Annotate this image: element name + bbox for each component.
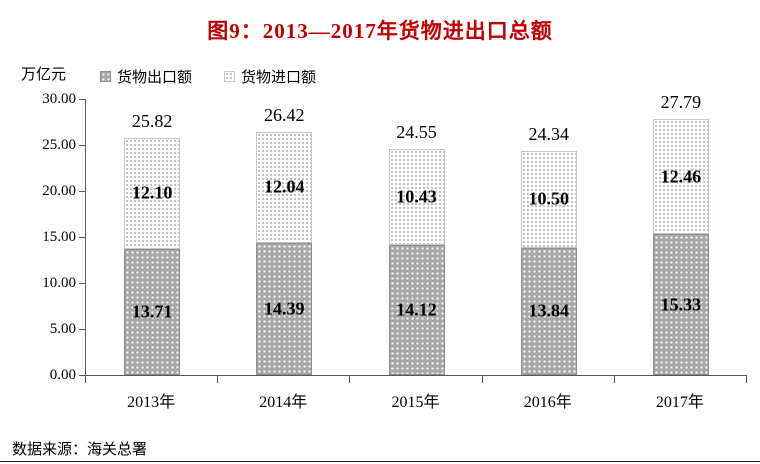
x-category-label: 2014年	[259, 394, 308, 411]
segment-value-label: 10.50	[528, 188, 569, 209]
x-tick-mark	[85, 376, 86, 383]
y-axis: 30.00 25.00 20.00 15.00 10.00 5.00 0.00	[0, 0, 76, 464]
stacked-bar: 12.04 14.39	[256, 131, 313, 375]
import-segment: 12.04	[256, 131, 313, 243]
total-label: 24.55	[396, 122, 437, 143]
segment-value-label: 14.39	[264, 298, 305, 319]
legend-item-import: 货物进口额	[224, 66, 316, 87]
chart-title: 图9：2013—2017年货物进出口总额	[207, 19, 553, 43]
x-tick-mark	[349, 376, 351, 383]
export-segment: 13.71	[124, 248, 181, 375]
legend-item-export: 货物出口额	[100, 66, 192, 87]
segment-value-label: 14.12	[396, 299, 437, 320]
x-tick-mark	[481, 376, 483, 383]
plot-area: 25.82 12.10 13.71 26.42 12.04 14.39 24.55 10.43…	[85, 92, 747, 376]
legend-label-import: 货物进口额	[241, 69, 317, 86]
bar-column-2016年: 24.34 10.50 13.84	[483, 99, 615, 375]
import-swatch-icon	[224, 71, 236, 82]
y-tick-label: 25.00	[42, 137, 76, 153]
bottom-divider	[0, 461, 760, 462]
x-category-label: 2017年	[655, 394, 704, 411]
bar-column-2017年: 27.79 12.46 15.33	[615, 92, 747, 375]
segment-value-label: 13.71	[131, 301, 173, 322]
y-tick-label: 15.00	[42, 229, 76, 245]
segment-value-label: 10.43	[396, 186, 437, 207]
stacked-bar: 10.50 13.84	[520, 151, 577, 375]
x-tick-mark	[217, 376, 219, 383]
x-axis-labels: 2013年 2014年 2015年 2016年 2017年	[85, 388, 746, 412]
y-axis-unit-label: 万亿元	[21, 66, 67, 83]
stacked-bar: 12.10 13.71	[124, 137, 181, 375]
stacked-bar: 10.43 14.12	[388, 149, 445, 375]
y-tick-mark	[79, 191, 85, 192]
import-segment: 10.43	[388, 149, 445, 246]
total-label: 26.42	[264, 104, 305, 125]
y-tick-mark	[79, 145, 85, 146]
segment-value-label: 13.84	[528, 300, 569, 321]
y-tick-label: 30.00	[42, 91, 76, 107]
export-swatch-icon	[100, 71, 111, 82]
segment-value-label: 12.46	[660, 166, 702, 187]
bar-column-2013年: 25.82 12.10 13.71	[86, 99, 218, 375]
y-tick-label: 20.00	[42, 183, 76, 199]
x-tick-mark	[746, 376, 747, 383]
export-segment: 14.12	[388, 245, 445, 375]
x-category-label: 2016年	[523, 394, 572, 411]
total-label: 24.34	[528, 124, 569, 145]
legend-label-export: 货物出口额	[117, 69, 193, 86]
x-category-label: 2015年	[391, 394, 440, 411]
import-segment: 10.50	[520, 151, 577, 248]
segment-value-label: 12.04	[264, 176, 305, 197]
export-segment: 13.84	[520, 247, 577, 375]
bar-column-2014年: 26.42 12.04 14.39	[218, 99, 350, 375]
export-segment: 15.33	[652, 234, 709, 375]
total-label: 27.79	[660, 92, 702, 113]
export-segment: 14.39	[256, 242, 313, 375]
import-segment: 12.10	[124, 137, 181, 249]
chart-legend: 货物出口额 货物进口额	[100, 66, 316, 87]
x-tick-mark	[613, 376, 615, 383]
y-tick-label: 10.00	[42, 275, 76, 291]
total-label: 25.82	[131, 110, 173, 131]
stacked-bar: 12.46 15.33	[652, 119, 709, 375]
y-tick-mark	[79, 283, 85, 284]
import-segment: 12.46	[652, 119, 709, 234]
y-tick-mark	[79, 329, 85, 330]
x-category-label: 2013年	[127, 394, 176, 411]
bar-column-2015年: 24.55 10.43 14.12	[350, 99, 482, 375]
segment-value-label: 12.10	[131, 182, 173, 203]
segment-value-label: 15.33	[660, 294, 702, 314]
y-tick-mark	[79, 375, 85, 376]
source-note: 数据来源：海关总署	[12, 441, 148, 458]
y-tick-mark	[79, 237, 85, 238]
y-tick-label: 5.00	[49, 321, 76, 337]
y-tick-mark	[79, 99, 85, 100]
y-tick-label: 0.00	[49, 367, 76, 383]
